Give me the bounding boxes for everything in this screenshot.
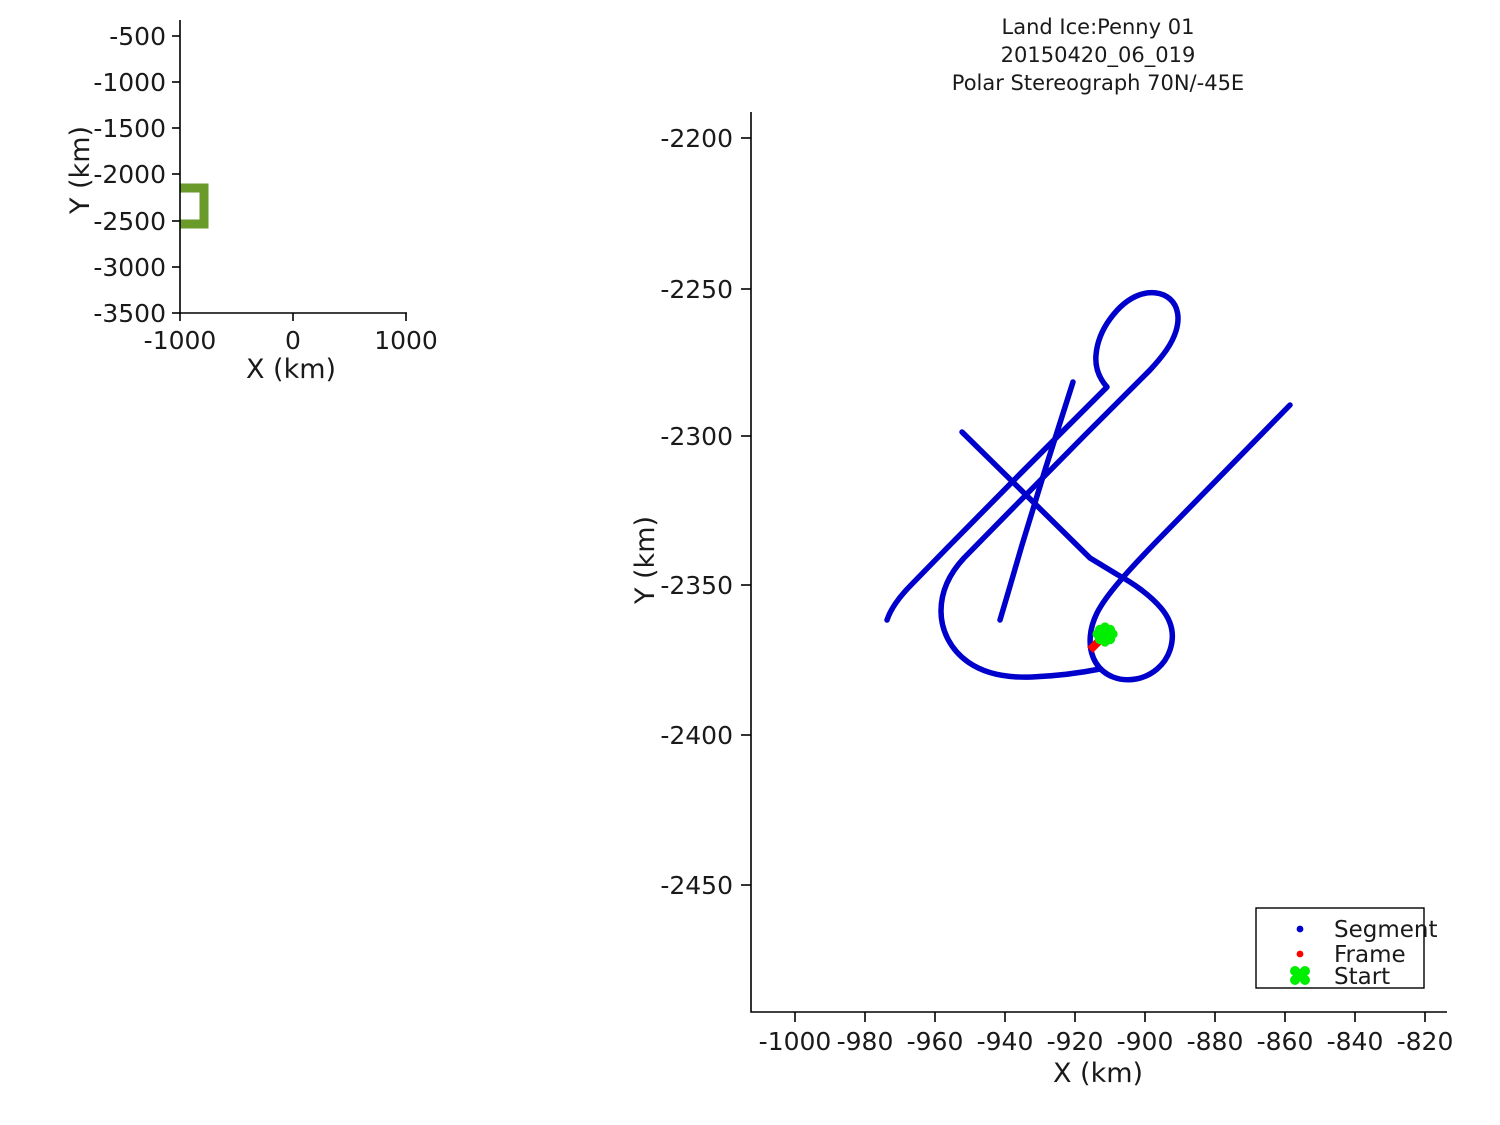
flight-ytick-2: -2300 [660, 422, 733, 451]
overview-ytick-1: -1000 [93, 68, 166, 97]
flight-ytick-1: -2250 [660, 275, 733, 304]
segment-path-inner [959, 402, 1293, 683]
overview-map-panel: -500 -1000 -1500 -2000 -2500 -3000 -3500… [65, 20, 438, 385]
overview-ytick-5: -3000 [93, 253, 166, 282]
title-line-2: 20150420_06_019 [1001, 43, 1196, 68]
overview-ytick-2: -1500 [93, 114, 166, 143]
flight-ytick-4: -2400 [660, 721, 733, 750]
flight-xtick-7: -860 [1257, 1027, 1314, 1056]
flight-y-ticks [741, 137, 751, 886]
flight-x-ticks [794, 1012, 1426, 1022]
flight-ytick-0: -2200 [660, 124, 733, 153]
legend-item-frame[interactable]: Frame [1296, 942, 1406, 968]
flight-xtick-8: -840 [1327, 1027, 1384, 1056]
legend-item-start[interactable]: Start [1290, 964, 1390, 990]
overview-x-ticks [179, 313, 407, 321]
flight-xtick-3: -940 [977, 1027, 1034, 1056]
overview-ytick-3: -2000 [93, 160, 166, 189]
flight-xtick-0: -1000 [759, 1027, 832, 1056]
overview-ytick-6: -3500 [93, 299, 166, 328]
overview-x-tick-labels: -1000 0 1000 [144, 326, 438, 355]
legend-label-segment: Segment [1334, 917, 1438, 943]
flight-y-axis-title: Y (km) [630, 516, 661, 605]
segment-swatch-icon [1296, 925, 1304, 933]
overview-x-axis-title: X (km) [246, 354, 336, 385]
legend-frame [1255, 907, 1425, 989]
segment-track [884, 289, 1293, 683]
flight-path-panel: Land Ice:Penny 01 20150420_06_019 Polar … [630, 15, 1453, 1089]
overview-xtick-2: 1000 [374, 326, 438, 355]
title-line-1: Land Ice:Penny 01 [1002, 15, 1195, 39]
flight-xtick-6: -880 [1187, 1027, 1244, 1056]
flight-y-tick-labels: -2200 -2250 -2300 -2350 -2400 -2450 [660, 124, 733, 900]
overview-axes-spines [179, 20, 407, 314]
page-title: Land Ice:Penny 01 20150420_06_019 Polar … [952, 15, 1244, 95]
flight-xtick-1: -980 [837, 1027, 894, 1056]
overview-xtick-0: -1000 [144, 326, 217, 355]
legend-label-start: Start [1334, 964, 1390, 990]
flight-x-tick-labels: -1000 -980 -960 -940 -920 -900 -880 -860… [759, 1027, 1454, 1056]
flight-xtick-2: -960 [907, 1027, 964, 1056]
flight-xtick-4: -920 [1047, 1027, 1104, 1056]
overview-ytick-0: -500 [109, 22, 166, 51]
flight-ytick-3: -2350 [660, 571, 733, 600]
legend-label-frame: Frame [1334, 942, 1406, 968]
segment-path-outer [884, 289, 1181, 680]
flight-xtick-9: -820 [1397, 1027, 1454, 1056]
frame-swatch-icon [1296, 950, 1304, 958]
overview-y-tick-labels: -500 -1000 -1500 -2000 -2500 -3000 -3500 [93, 22, 166, 328]
legend-item-segment[interactable]: Segment [1296, 917, 1438, 943]
legend[interactable]: Segment Frame Start [1255, 907, 1438, 990]
flight-ytick-5: -2450 [660, 871, 733, 900]
overview-y-axis-title: Y (km) [65, 126, 96, 215]
start-swatch-icon [1290, 966, 1310, 985]
flight-x-axis-title: X (km) [1053, 1058, 1143, 1089]
start-marker [1092, 622, 1118, 647]
overview-y-ticks [172, 35, 180, 314]
flight-xtick-5: -900 [1117, 1027, 1174, 1056]
title-line-3: Polar Stereograph 70N/-45E [952, 71, 1244, 95]
coverage-box [180, 183, 209, 229]
overview-ytick-4: -2500 [93, 207, 166, 236]
segment-path-crossing [997, 379, 1076, 623]
overview-xtick-1: 0 [285, 326, 301, 355]
